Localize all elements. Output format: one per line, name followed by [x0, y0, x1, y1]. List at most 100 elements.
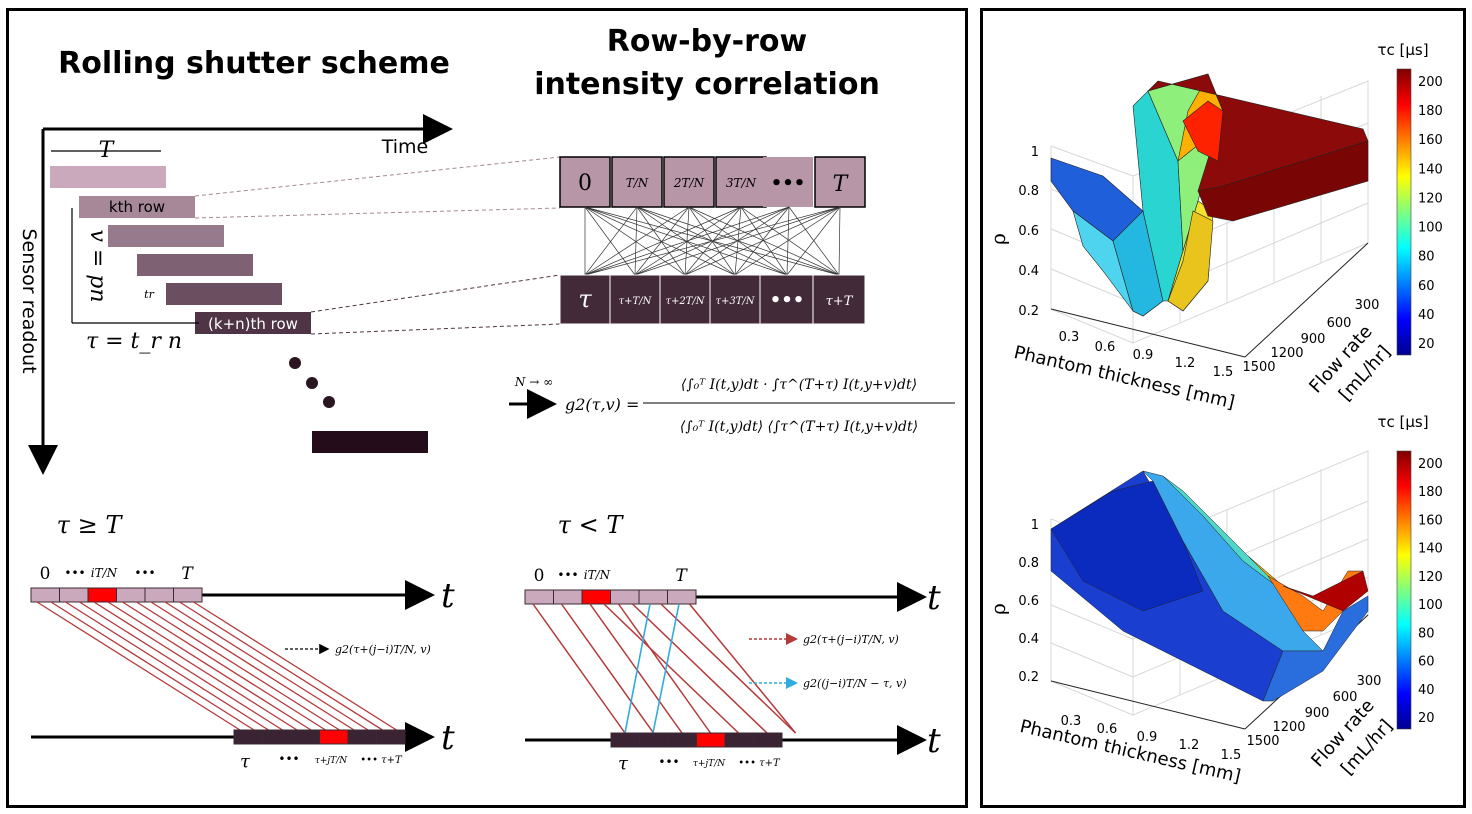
limit-label: N → ∞: [514, 375, 553, 389]
plot2-x-tick: 1.2: [1179, 738, 1200, 753]
tick-tauT: ••• τ+T: [360, 755, 403, 766]
connector: [194, 156, 561, 197]
t-axis-label: t: [441, 718, 455, 758]
top-sequence-cell: [524, 589, 554, 605]
tick-0: 0: [534, 566, 545, 586]
colorbar-tick-label: 80: [1418, 626, 1435, 641]
continuation-dot: [323, 396, 335, 408]
plot1-y-tick: 1500: [1242, 360, 1275, 375]
plot1-y-axis: [1244, 242, 1369, 358]
row-bar: [50, 166, 166, 188]
bottom-sequence-cell: [290, 729, 320, 745]
legend1-text: g2(τ+(j−i)T/N, v): [803, 633, 899, 646]
top-cell-4: •••: [771, 173, 806, 194]
bottom-sequence-cell: [347, 729, 377, 745]
correlation-line: [560, 603, 655, 734]
correlation-line: [660, 603, 797, 734]
row-bar: [195, 312, 311, 334]
plot2-colorbar-ticks: 200 180 160 140 120 100 80 60 40 20: [1418, 457, 1443, 726]
correlation-line: [65, 601, 269, 731]
plot2-surface: [1050, 470, 1369, 702]
colorbar-tick-label: 180: [1418, 485, 1443, 500]
plot1-z-label: ρ: [986, 233, 1010, 245]
plot2-z-tick: 0.4: [1018, 632, 1039, 647]
correlation-line: [532, 603, 626, 734]
bottom-sequence-cell: [610, 732, 640, 748]
case1-label: τ ≥ T: [57, 511, 124, 539]
plot1-x-tick: 0.9: [1133, 348, 1154, 363]
top-cell-3: 3T/N: [726, 176, 757, 190]
correlation-line-blue: [624, 603, 651, 734]
top-sequence-cell: [30, 587, 60, 603]
colorbar-tick-label: 20: [1418, 711, 1435, 726]
plot2-x-tick: 0.6: [1097, 722, 1118, 737]
plot2-colorbar: [1396, 450, 1412, 730]
row-bar: [79, 196, 195, 218]
continuation-dot: [306, 377, 318, 389]
plot2-y-tick: 300: [1357, 674, 1382, 689]
plot2-z-tick: 0.6: [1018, 594, 1039, 609]
top-cells: 0 T/N 2T/N 3T/N ••• T: [559, 156, 866, 208]
top-sequence-cell: [144, 587, 174, 603]
plot2-y-tick: 600: [1333, 690, 1358, 705]
plot1-colorbar: [1396, 68, 1412, 356]
colorbar-tick-label: 200: [1418, 457, 1443, 472]
tick-dots: •••: [278, 752, 299, 766]
correlation-line: [164, 601, 369, 731]
top-sequence-cell: [638, 589, 668, 605]
mesh-line: [684, 206, 841, 276]
plot1-colorbar-ticks: 200 180 160 140 120 100 80 60 40 20: [1418, 75, 1443, 352]
plot2-x-tick: 1.5: [1221, 748, 1242, 763]
bottom-sequence-cell: [753, 732, 783, 748]
t-axis-label: t: [927, 721, 941, 761]
bottom-cells: τ τ+T/N τ+2T/N τ+3T/N ••• τ+T: [559, 274, 866, 325]
bottom-cell-5: τ+T: [826, 294, 854, 309]
plot1-x-axis: [1050, 308, 1246, 358]
correlation-mesh: [584, 206, 841, 276]
plot1-z-tick: 0.4: [1018, 264, 1039, 279]
plot2-z-tick: 1: [1031, 518, 1039, 533]
tick-iTN: iT/N: [584, 568, 611, 582]
top-sequence-cell: [610, 589, 640, 605]
case2-label: τ < T: [558, 511, 625, 539]
plot2-x-tick: 0.3: [1061, 714, 1082, 729]
plot1-x-tick: 1.5: [1213, 365, 1234, 380]
mesh-line: [634, 206, 690, 276]
mesh-line: [636, 206, 686, 276]
mesh-line: [584, 206, 790, 276]
correlation-line: [603, 603, 740, 734]
correlation-line: [50, 601, 255, 731]
plot1-z-tick: 1: [1031, 145, 1039, 160]
tr-label: tr: [144, 288, 154, 301]
colorbar-tick-label: 160: [1418, 133, 1443, 148]
surface-plot-1: 1 0.8 0.6 0.4 0.2 ρ 0.3 0.6 0.9 1.2 1.5 …: [986, 41, 1443, 413]
plot2-z-tick: 0.2: [1018, 670, 1039, 685]
plot2-z-tick: 0.8: [1018, 556, 1039, 571]
bottom-sequence-cell: [233, 729, 263, 745]
correlation-line-blue: [652, 603, 680, 734]
plot1-y-tick: 900: [1301, 332, 1326, 347]
kth-row-label: kth row: [109, 198, 165, 216]
top-cell-5: T: [833, 172, 850, 197]
top-sequence-cell: [667, 589, 697, 605]
bottom-cell-0: τ: [578, 285, 592, 313]
bottom-cell-3: τ+3T/N: [715, 296, 755, 307]
bottom-sequence-cell: [319, 729, 349, 745]
tick-tauT: ••• τ+T: [738, 758, 781, 769]
plot1-y-tick: 300: [1355, 298, 1380, 313]
continuation-dot: [289, 357, 301, 369]
plot2-x-axis: [1050, 680, 1246, 730]
connector: [194, 207, 561, 219]
top-cell-0: 0: [578, 171, 592, 196]
plot2-y-tick: 1500: [1246, 734, 1279, 749]
top-sequence-cell: [173, 587, 203, 603]
plot1-y-tick: 1200: [1270, 346, 1303, 361]
plot1-z-tick: 0.6: [1018, 224, 1039, 239]
plot1-surface: [1050, 73, 1369, 317]
correlation-line: [136, 601, 340, 731]
plot1-x-tick: 0.6: [1095, 340, 1116, 355]
mesh-line: [734, 206, 841, 276]
rolling-shutter-title: Rolling shutter scheme: [58, 46, 450, 81]
plot1-z-tick: 0.2: [1018, 304, 1039, 319]
tau-eq: τ = t_r n: [86, 329, 182, 354]
